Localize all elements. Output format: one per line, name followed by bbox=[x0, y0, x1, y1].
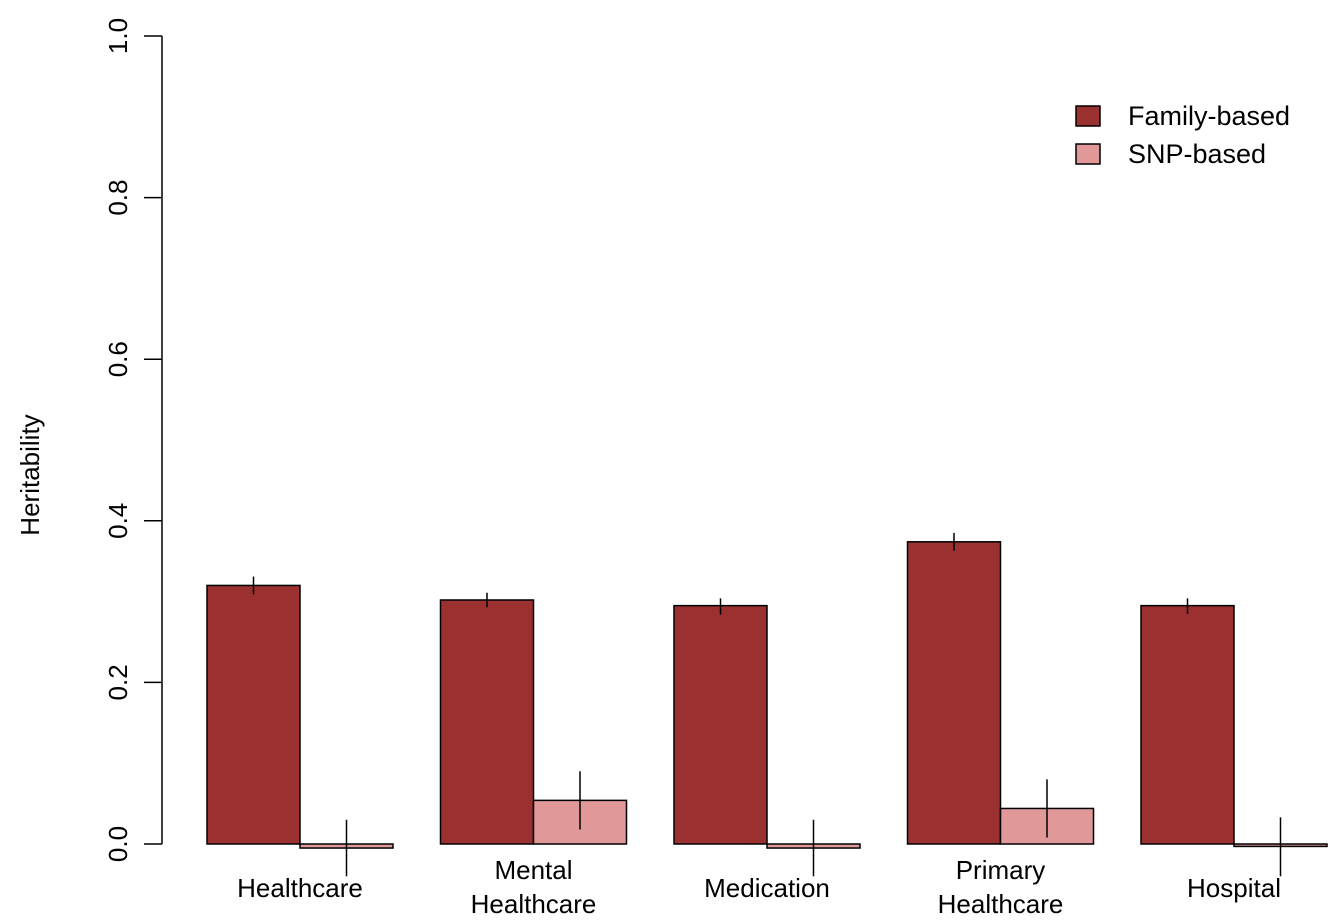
y-tick-label: 0.2 bbox=[103, 664, 133, 700]
y-tick-labels: 0.0 0.2 0.4 0.6 0.8 1.0 bbox=[103, 18, 133, 862]
y-tick-label: 1.0 bbox=[103, 18, 133, 54]
legend-swatch-family-based bbox=[1075, 105, 1101, 127]
legend: Family-based SNP-based bbox=[1075, 101, 1290, 169]
category-label: Healthcare bbox=[471, 889, 597, 919]
bars bbox=[206, 541, 1328, 849]
y-axis-title: Heritability bbox=[15, 414, 45, 535]
legend-label-snp-based: SNP-based bbox=[1128, 139, 1266, 169]
bar-family-based-2 bbox=[673, 604, 768, 845]
y-tick-label: 0.8 bbox=[103, 180, 133, 216]
category-labels: Healthcare Mental Healthcare Medication Prim… bbox=[237, 855, 1281, 919]
bar-family-based-0 bbox=[206, 584, 301, 845]
y-axis bbox=[144, 35, 163, 845]
category-label: Medication bbox=[704, 873, 830, 903]
category-label: Primary bbox=[956, 855, 1046, 885]
bar-family-based-1 bbox=[439, 599, 535, 845]
error-bars bbox=[252, 532, 1282, 877]
bar-family-based-4 bbox=[1140, 604, 1235, 845]
legend-swatch-snp-based bbox=[1075, 143, 1101, 165]
legend-label-family-based: Family-based bbox=[1128, 101, 1290, 131]
category-label: Hospital bbox=[1187, 873, 1281, 903]
y-tick-label: 0.0 bbox=[103, 826, 133, 862]
y-tick-label: 0.6 bbox=[103, 341, 133, 377]
bar-family-based-3 bbox=[906, 541, 1002, 845]
category-label: Mental bbox=[494, 855, 572, 885]
category-label: Healthcare bbox=[237, 873, 363, 903]
category-label: Healthcare bbox=[938, 889, 1064, 919]
y-tick-label: 0.4 bbox=[103, 503, 133, 539]
